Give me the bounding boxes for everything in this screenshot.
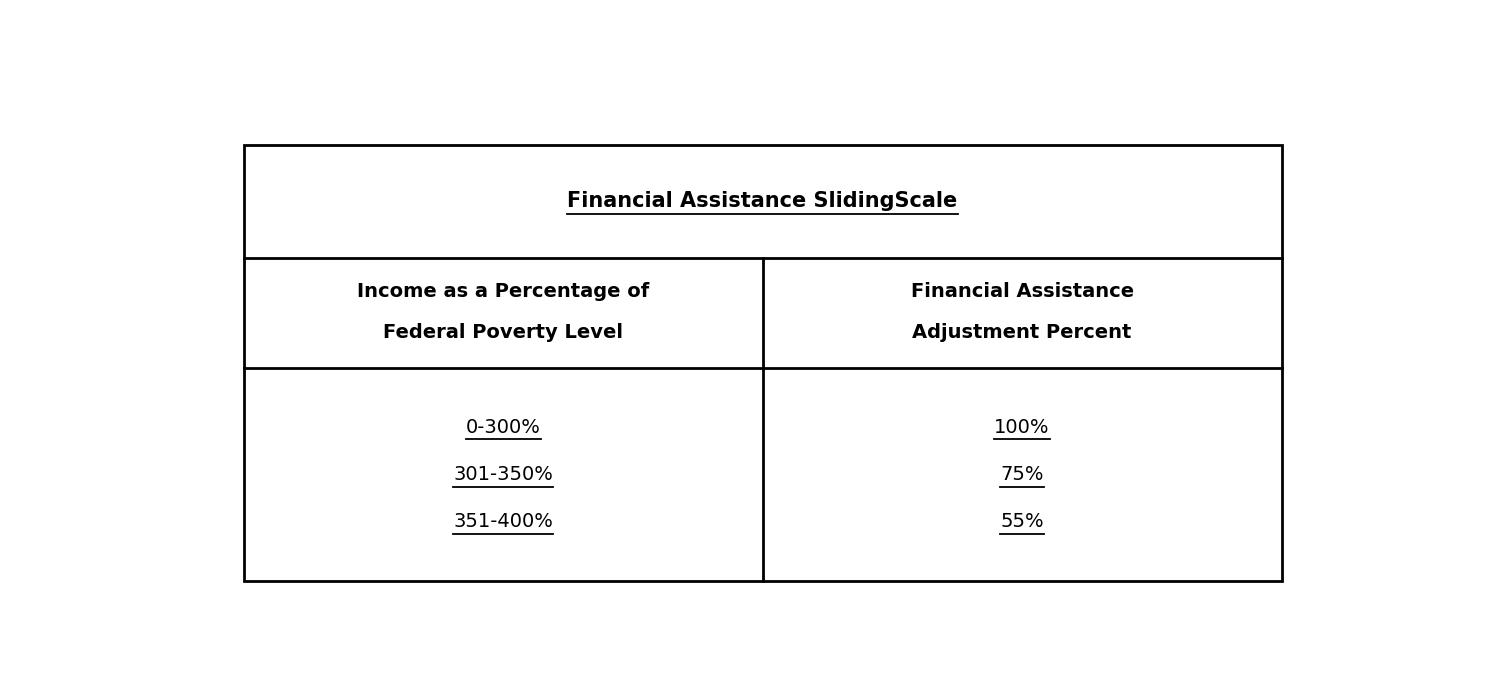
Text: 55%: 55%: [1000, 512, 1045, 531]
Text: 0-300%: 0-300%: [466, 417, 540, 436]
Text: Federal Poverty Level: Federal Poverty Level: [382, 323, 623, 342]
Text: Financial Assistance: Financial Assistance: [911, 282, 1134, 301]
Text: 75%: 75%: [1000, 465, 1043, 484]
Text: Income as a Percentage of: Income as a Percentage of: [357, 282, 649, 301]
Text: Financial Assistance SlidingScale: Financial Assistance SlidingScale: [567, 192, 958, 211]
Text: Adjustment Percent: Adjustment Percent: [912, 323, 1132, 342]
Text: 301-350%: 301-350%: [454, 465, 554, 484]
Text: 100%: 100%: [994, 417, 1051, 436]
Text: 351-400%: 351-400%: [454, 512, 554, 531]
